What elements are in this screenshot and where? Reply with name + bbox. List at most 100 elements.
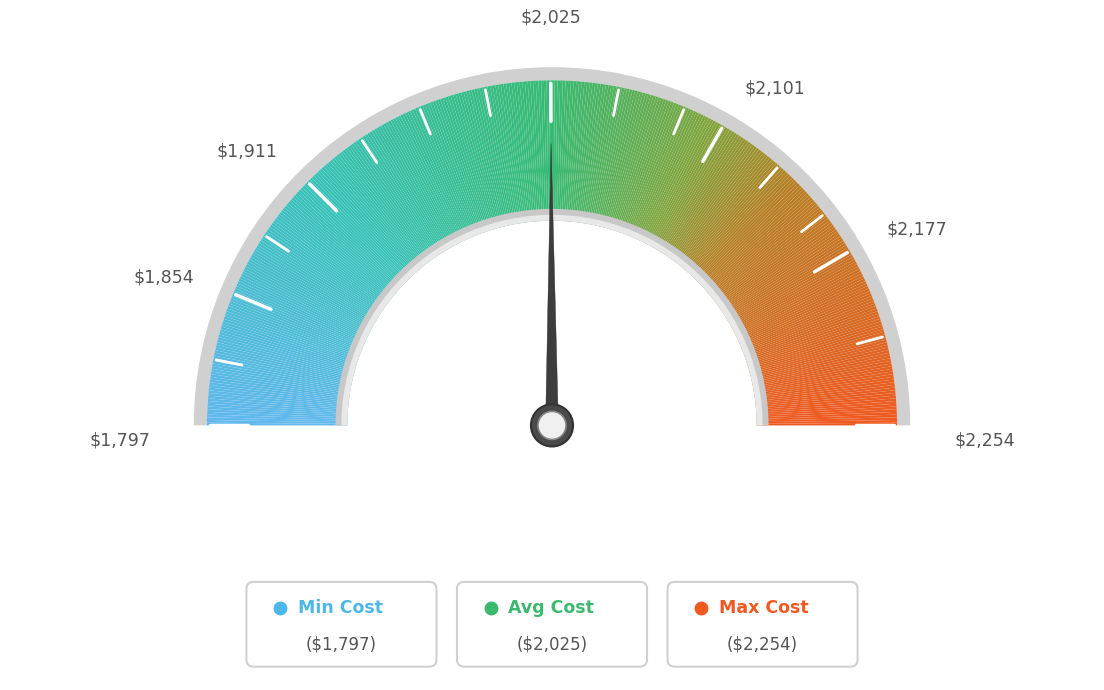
Wedge shape bbox=[255, 248, 376, 322]
Wedge shape bbox=[466, 90, 502, 227]
Text: $2,254: $2,254 bbox=[954, 431, 1015, 449]
Wedge shape bbox=[492, 85, 519, 224]
Wedge shape bbox=[736, 276, 864, 338]
Wedge shape bbox=[261, 238, 380, 316]
Wedge shape bbox=[756, 398, 896, 411]
Wedge shape bbox=[209, 391, 349, 406]
Wedge shape bbox=[208, 415, 348, 421]
Wedge shape bbox=[511, 82, 530, 222]
Wedge shape bbox=[660, 132, 736, 253]
Wedge shape bbox=[528, 81, 539, 221]
Wedge shape bbox=[219, 335, 354, 373]
Wedge shape bbox=[351, 143, 434, 259]
Wedge shape bbox=[701, 189, 806, 286]
Wedge shape bbox=[539, 81, 545, 221]
Wedge shape bbox=[735, 271, 862, 335]
Wedge shape bbox=[385, 121, 455, 246]
Wedge shape bbox=[683, 161, 776, 270]
Wedge shape bbox=[570, 81, 584, 221]
Wedge shape bbox=[208, 401, 348, 413]
Wedge shape bbox=[389, 121, 456, 245]
Wedge shape bbox=[737, 281, 867, 341]
Wedge shape bbox=[747, 324, 882, 367]
Wedge shape bbox=[288, 201, 396, 294]
Wedge shape bbox=[688, 166, 783, 273]
Wedge shape bbox=[546, 80, 551, 221]
Wedge shape bbox=[206, 423, 348, 426]
Wedge shape bbox=[689, 168, 784, 274]
Wedge shape bbox=[425, 104, 478, 235]
Wedge shape bbox=[740, 286, 869, 344]
Wedge shape bbox=[702, 191, 807, 288]
Wedge shape bbox=[194, 67, 910, 426]
Text: ($1,797): ($1,797) bbox=[306, 635, 376, 653]
Wedge shape bbox=[756, 417, 898, 422]
Wedge shape bbox=[635, 110, 694, 239]
Wedge shape bbox=[619, 100, 669, 233]
Wedge shape bbox=[755, 385, 895, 403]
Wedge shape bbox=[613, 96, 656, 230]
Wedge shape bbox=[602, 90, 638, 227]
Wedge shape bbox=[217, 339, 353, 376]
Wedge shape bbox=[383, 123, 454, 247]
Wedge shape bbox=[337, 155, 425, 266]
Wedge shape bbox=[209, 388, 349, 404]
Wedge shape bbox=[745, 314, 880, 361]
Wedge shape bbox=[750, 337, 887, 375]
Wedge shape bbox=[206, 417, 348, 422]
Wedge shape bbox=[514, 82, 531, 222]
Wedge shape bbox=[573, 82, 590, 222]
Wedge shape bbox=[298, 189, 403, 286]
Wedge shape bbox=[638, 112, 699, 240]
Wedge shape bbox=[517, 82, 533, 221]
Wedge shape bbox=[222, 324, 357, 367]
Wedge shape bbox=[658, 130, 732, 251]
Wedge shape bbox=[731, 257, 854, 327]
Wedge shape bbox=[708, 201, 816, 294]
Wedge shape bbox=[251, 255, 374, 326]
Wedge shape bbox=[415, 108, 473, 237]
Wedge shape bbox=[553, 80, 558, 221]
Wedge shape bbox=[752, 350, 890, 382]
Wedge shape bbox=[737, 279, 866, 339]
Wedge shape bbox=[745, 311, 879, 359]
Wedge shape bbox=[751, 345, 888, 380]
Wedge shape bbox=[216, 345, 353, 380]
Wedge shape bbox=[306, 181, 407, 282]
Wedge shape bbox=[556, 81, 563, 221]
Wedge shape bbox=[753, 361, 891, 388]
Wedge shape bbox=[615, 97, 661, 231]
Wedge shape bbox=[286, 204, 395, 295]
Wedge shape bbox=[596, 88, 630, 226]
Wedge shape bbox=[238, 279, 367, 339]
Wedge shape bbox=[756, 423, 898, 426]
Wedge shape bbox=[405, 112, 466, 240]
Wedge shape bbox=[552, 80, 554, 221]
Wedge shape bbox=[397, 115, 461, 242]
Wedge shape bbox=[443, 97, 489, 231]
Wedge shape bbox=[246, 264, 371, 331]
Wedge shape bbox=[629, 106, 684, 236]
Wedge shape bbox=[381, 124, 452, 248]
Wedge shape bbox=[755, 388, 895, 404]
Wedge shape bbox=[679, 155, 767, 266]
Wedge shape bbox=[509, 83, 528, 222]
Wedge shape bbox=[330, 159, 422, 268]
Wedge shape bbox=[522, 81, 535, 221]
Wedge shape bbox=[224, 314, 359, 361]
Wedge shape bbox=[723, 236, 842, 315]
Wedge shape bbox=[305, 184, 406, 283]
Wedge shape bbox=[562, 81, 571, 221]
Wedge shape bbox=[704, 195, 810, 290]
Wedge shape bbox=[734, 269, 861, 334]
Wedge shape bbox=[358, 139, 438, 256]
Wedge shape bbox=[533, 81, 542, 221]
Wedge shape bbox=[257, 243, 379, 319]
Wedge shape bbox=[503, 83, 524, 223]
Wedge shape bbox=[212, 364, 351, 391]
Wedge shape bbox=[753, 358, 891, 387]
Wedge shape bbox=[587, 86, 614, 224]
Wedge shape bbox=[224, 316, 358, 362]
Wedge shape bbox=[469, 90, 505, 227]
Wedge shape bbox=[208, 398, 348, 411]
